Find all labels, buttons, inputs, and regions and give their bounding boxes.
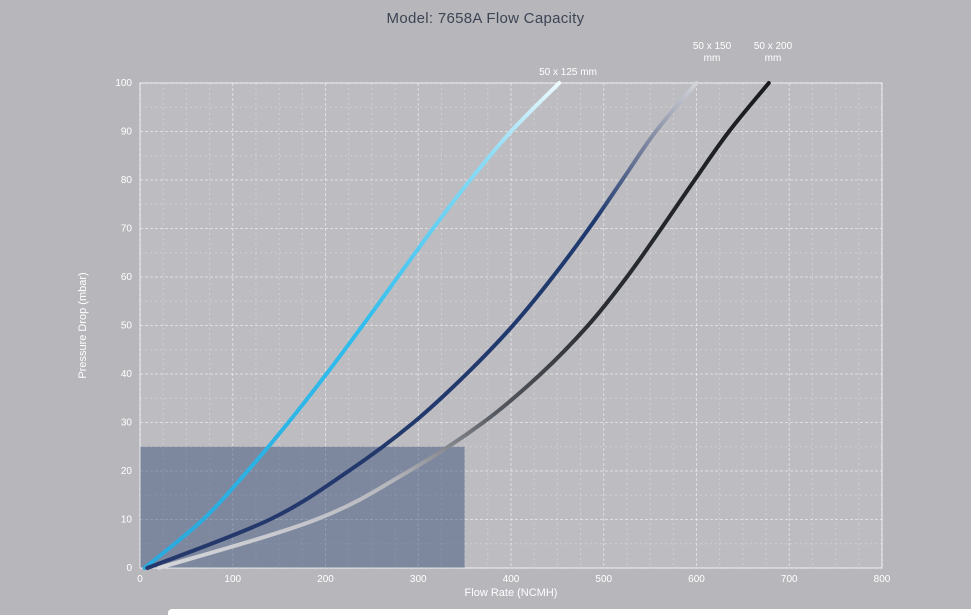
x-tick-label: 200 [317, 574, 334, 585]
x-tick-label: 800 [874, 574, 891, 585]
series-label: 50 x 150 [693, 41, 732, 52]
y-tick-label: 80 [121, 175, 133, 186]
y-tick-label: 70 [121, 224, 133, 235]
x-tick-label: 700 [781, 574, 798, 585]
y-tick-label: 100 [115, 78, 132, 89]
y-tick-label: 50 [121, 321, 133, 332]
x-tick-label: 100 [224, 574, 241, 585]
tick-labels: 0 100 200 300 400 500 600 700 800 0 10 20 30 40 50 60 70… [115, 78, 890, 585]
y-tick-label: 30 [121, 418, 133, 429]
y-axis-title: Pressure Drop (mbar) [77, 272, 89, 378]
x-tick-label: 0 [137, 574, 143, 585]
y-tick-label: 0 [126, 563, 132, 574]
y-tick-label: 60 [121, 272, 133, 283]
y-tick-label: 40 [121, 369, 133, 380]
series-label: mm [704, 53, 721, 64]
y-tick-label: 10 [121, 515, 133, 526]
x-tick-label: 600 [688, 574, 705, 585]
highlight-region [140, 446, 465, 568]
series-label: 50 x 200 [754, 41, 793, 52]
series-curve [142, 81, 562, 570]
series-label: mm [765, 53, 782, 64]
series-curves [142, 81, 771, 570]
x-tick-label: 500 [595, 574, 612, 585]
plot-border [139, 82, 883, 569]
series-label: 50 x 125 mm [539, 67, 597, 78]
y-tick-label: 20 [121, 466, 133, 477]
x-tick-label: 300 [410, 574, 427, 585]
bottom-panel-edge [168, 609, 971, 615]
series-curve [156, 81, 771, 570]
chart-title: Model: 7658A Flow Capacity [386, 10, 585, 27]
y-tick-label: 90 [121, 127, 133, 138]
x-axis-title: Flow Rate (NCMH) [465, 587, 558, 599]
x-tick-label: 400 [503, 574, 520, 585]
series-curve [145, 81, 699, 570]
